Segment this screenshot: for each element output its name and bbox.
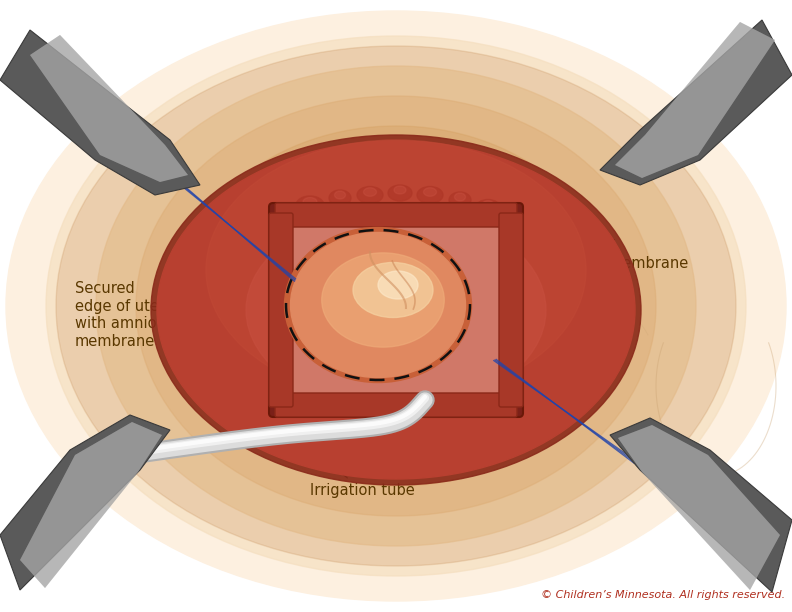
Ellipse shape [322, 253, 444, 347]
Polygon shape [20, 422, 162, 588]
Ellipse shape [157, 141, 635, 479]
Ellipse shape [417, 187, 443, 204]
Ellipse shape [475, 200, 501, 217]
Text: Myelomeningocele: Myelomeningocele [301, 157, 439, 235]
Text: Secured
edge of uterus
with amniotic
membrane: Secured edge of uterus with amniotic mem… [75, 282, 280, 349]
FancyBboxPatch shape [269, 213, 293, 407]
Ellipse shape [246, 210, 546, 410]
FancyBboxPatch shape [269, 203, 523, 417]
Polygon shape [600, 20, 792, 185]
Ellipse shape [329, 190, 351, 206]
Ellipse shape [388, 185, 412, 201]
Polygon shape [618, 425, 780, 590]
Ellipse shape [6, 11, 786, 601]
Ellipse shape [151, 135, 641, 485]
Ellipse shape [296, 196, 324, 214]
Ellipse shape [449, 192, 471, 208]
Polygon shape [618, 425, 780, 590]
Ellipse shape [378, 271, 418, 299]
Ellipse shape [96, 66, 696, 546]
Text: Incision of
covering membrane: Incision of covering membrane [497, 239, 688, 302]
Ellipse shape [424, 188, 436, 196]
Polygon shape [0, 30, 200, 195]
FancyBboxPatch shape [278, 212, 514, 408]
Polygon shape [20, 422, 162, 588]
Polygon shape [0, 415, 170, 590]
FancyBboxPatch shape [275, 203, 517, 227]
Ellipse shape [56, 46, 736, 566]
Polygon shape [30, 35, 188, 182]
Ellipse shape [394, 186, 406, 194]
Ellipse shape [206, 140, 586, 400]
Ellipse shape [176, 126, 616, 486]
Ellipse shape [46, 36, 746, 576]
Text: © Children’s Minnesota. All rights reserved.: © Children’s Minnesota. All rights reser… [541, 590, 785, 600]
Ellipse shape [455, 193, 466, 201]
Ellipse shape [482, 201, 494, 209]
Ellipse shape [303, 198, 317, 206]
FancyBboxPatch shape [275, 393, 517, 417]
FancyBboxPatch shape [293, 227, 499, 393]
Ellipse shape [353, 263, 433, 318]
Text: Irrigation tube: Irrigation tube [292, 434, 415, 498]
Ellipse shape [284, 228, 471, 382]
FancyBboxPatch shape [499, 213, 523, 407]
Polygon shape [610, 418, 792, 592]
Polygon shape [30, 35, 188, 182]
Ellipse shape [136, 96, 656, 516]
Ellipse shape [357, 187, 383, 204]
Polygon shape [615, 22, 775, 178]
Polygon shape [615, 22, 775, 178]
Ellipse shape [364, 188, 376, 196]
Ellipse shape [334, 191, 345, 199]
Ellipse shape [291, 233, 466, 378]
